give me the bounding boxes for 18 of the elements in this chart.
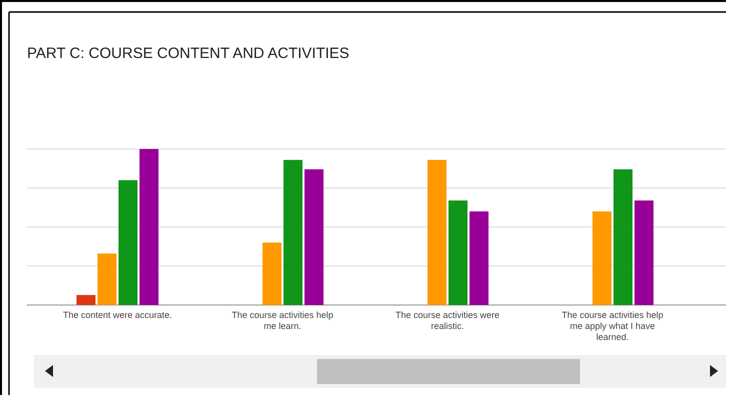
bar — [470, 211, 488, 305]
bar — [448, 200, 468, 305]
bar — [634, 200, 654, 305]
bar — [304, 169, 324, 305]
x-tick-label: The content were accurate. — [62, 310, 172, 320]
bar — [614, 169, 632, 305]
chart-title: PART C: COURSE CONTENT AND ACTIVITIES — [27, 45, 350, 62]
bar — [76, 295, 96, 305]
bar — [262, 242, 282, 305]
bar — [140, 149, 158, 305]
bar — [284, 160, 302, 305]
bar — [118, 180, 138, 305]
x-tick-label: The course activities help me learn. — [232, 310, 334, 331]
bar — [98, 254, 116, 305]
x-tick-label: The course activities were realistic. — [395, 310, 500, 331]
bar — [428, 160, 446, 305]
bar — [592, 211, 612, 305]
x-tick-label: The course activities help me apply what I have learned. — [562, 310, 664, 342]
